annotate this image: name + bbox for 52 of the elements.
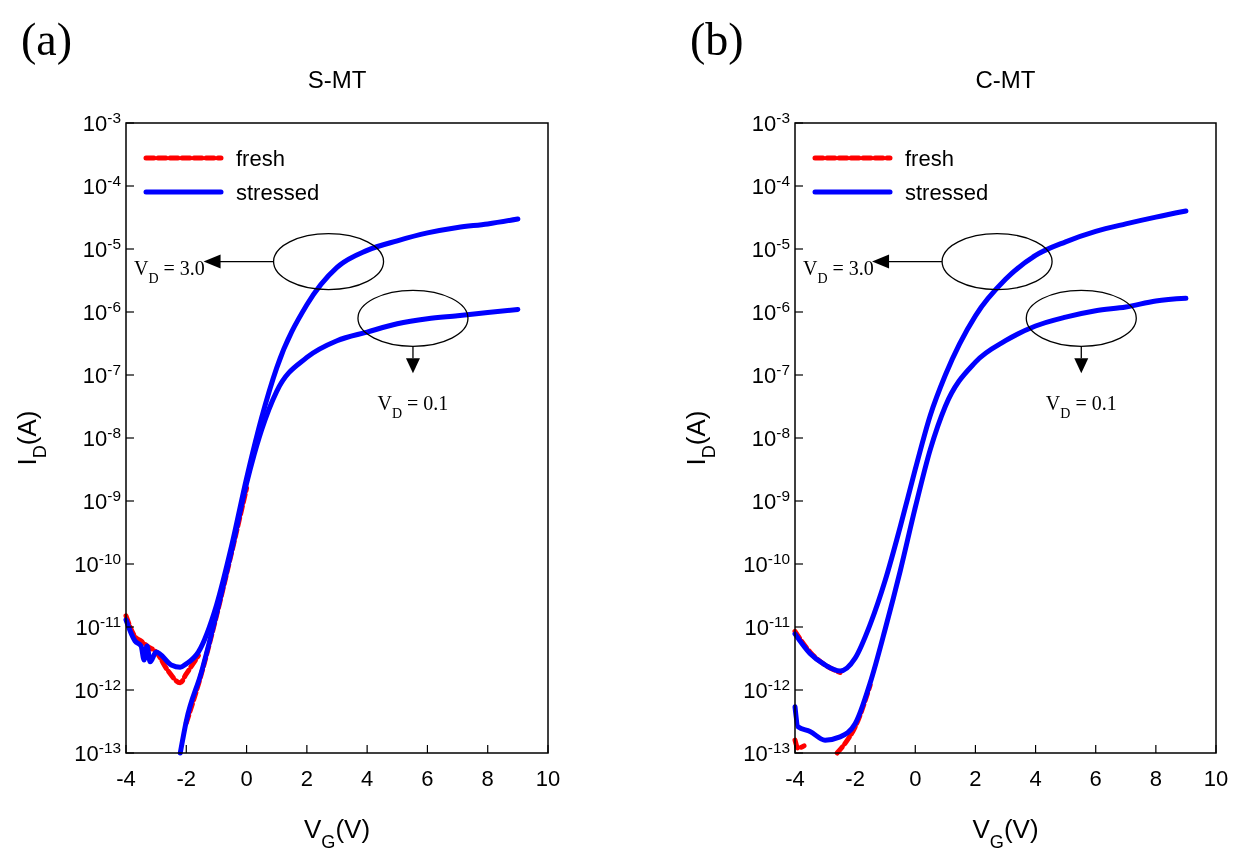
y-tick-label: 10$^{-7}$ xyxy=(82,360,121,388)
y-tick-label: 10$^{-5}$ xyxy=(82,234,121,262)
x-tick-label: 4 xyxy=(1029,766,1042,791)
x-tick-label: 8 xyxy=(1149,766,1162,791)
y-tick-label: 10$^{-8}$ xyxy=(751,423,790,451)
legend-label: stressed xyxy=(905,180,989,205)
x-tick-label: -2 xyxy=(176,766,197,791)
y-tick-label: 10$^{-11}$ xyxy=(75,612,121,640)
y-tick-label: 10$^{-9}$ xyxy=(82,486,121,514)
y-tick-label: 10$^{-13}$ xyxy=(74,738,121,766)
legend-label: fresh xyxy=(236,146,285,171)
x-tick-label: 6 xyxy=(421,766,434,791)
y-tick-label: 10$^{-9}$ xyxy=(751,486,790,514)
y-tick-label: 10$^{-11}$ xyxy=(744,612,790,640)
y-tick-label: 10$^{-10}$ xyxy=(743,549,790,577)
x-tick-label: 10 xyxy=(535,766,561,791)
x-tick-label: 0 xyxy=(240,766,253,791)
y-tick-label: 10$^{-3}$ xyxy=(82,108,121,136)
y-tick-label: 10$^{-6}$ xyxy=(82,297,121,325)
x-tick-label: 2 xyxy=(300,766,313,791)
y-tick-label: 10$^{-8}$ xyxy=(82,423,121,451)
legend-label: fresh xyxy=(905,146,954,171)
y-tick-label: 10$^{-7}$ xyxy=(751,360,790,388)
text: (b) xyxy=(690,14,744,65)
y-tick-label: 10$^{-12}$ xyxy=(743,675,790,703)
y-tick-label: 10$^{-5}$ xyxy=(751,234,790,262)
y-tick-label: 10$^{-12}$ xyxy=(74,675,121,703)
x-tick-label: 4 xyxy=(361,766,374,791)
x-tick-label: 8 xyxy=(481,766,494,791)
x-tick-label: -4 xyxy=(116,766,136,791)
x-tick-label: -2 xyxy=(845,766,865,791)
x-tick-label: 10 xyxy=(1203,766,1229,791)
x-tick-label: 0 xyxy=(909,766,922,791)
annotation: V$_{D}$ = 3.0 xyxy=(134,256,205,286)
y-tick-label: 10$^{-4}$ xyxy=(82,171,122,199)
chart-title: C-MT xyxy=(975,66,1036,93)
annotation: V$_{D}$ = 3.0 xyxy=(803,256,874,286)
y-tick-label: 10$^{-10}$ xyxy=(74,549,121,577)
annotation: V$_{D}$ = 0.1 xyxy=(377,392,449,421)
x-tick-label: 2 xyxy=(969,766,982,791)
x-axis-title: V$_{G}$(V) xyxy=(303,814,371,852)
x-tick-label: 6 xyxy=(1089,766,1102,791)
text: (a) xyxy=(21,14,73,65)
x-tick-label: -4 xyxy=(785,766,805,791)
chart-title: S-MT xyxy=(307,66,367,93)
annotation: V$_{D}$ = 0.1 xyxy=(1045,392,1117,421)
y-tick-label: 10$^{-3}$ xyxy=(751,108,790,136)
y-tick-label: 10$^{-6}$ xyxy=(751,297,790,325)
y-tick-label: 10$^{-13}$ xyxy=(743,738,790,766)
legend-label: stressed xyxy=(236,180,320,205)
y-tick-label: 10$^{-4}$ xyxy=(751,171,791,199)
x-axis-title: V$_{G}$(V) xyxy=(972,814,1039,852)
